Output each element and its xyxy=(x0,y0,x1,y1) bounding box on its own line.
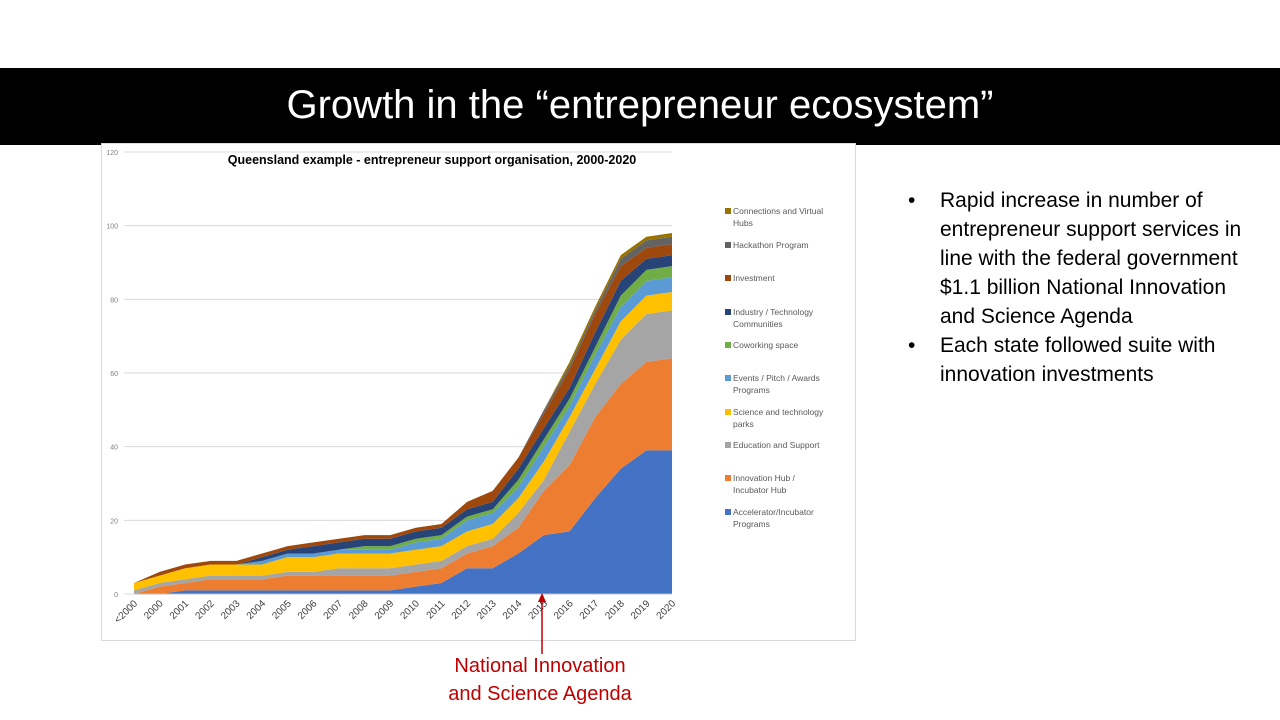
x-tick-label: 2008 xyxy=(347,598,371,622)
legend-swatch xyxy=(725,342,731,348)
legend-label: Science and technology parks xyxy=(733,407,824,429)
x-tick-label: 2005 xyxy=(270,598,294,622)
y-tick-label: 120 xyxy=(106,150,118,157)
legend-label: Connections and Virtual Hubs xyxy=(733,206,823,228)
area-industry-technology-communities xyxy=(134,255,672,583)
legend-label: Events / Pitch / Awards Programs xyxy=(733,373,820,395)
y-tick-label: 20 xyxy=(110,518,118,525)
chart-container: 0 20 40 60 80 100 120 <2000 2000 2001 2002 2003 2004… xyxy=(101,143,856,641)
x-tick-label: 2019 xyxy=(629,598,653,622)
x-tick-label: 2009 xyxy=(373,598,397,622)
area-science-and-technology-parks xyxy=(134,291,672,591)
y-tick-label: 40 xyxy=(110,445,118,452)
legend-swatch xyxy=(725,509,731,515)
legend-label: Investment xyxy=(733,273,775,283)
y-tick-label: 60 xyxy=(110,371,118,378)
legend-swatch xyxy=(725,475,731,481)
x-tick-label: 2013 xyxy=(475,598,499,622)
x-tick-label: 2016 xyxy=(552,598,576,622)
x-tick-label: 2007 xyxy=(322,598,346,622)
annotation-line-2: and Science Agenda xyxy=(448,683,632,705)
nisa-annotation: National Innovation and Science Agenda xyxy=(400,652,680,708)
legend-swatch xyxy=(725,275,731,281)
slide-title: Growth in the “entrepreneur ecosystem” xyxy=(0,68,1280,145)
x-tick-label: 2014 xyxy=(501,598,525,622)
annotation-line-1: National Innovation xyxy=(454,655,626,677)
legend-label: Industry / Technology Communities xyxy=(733,307,814,329)
legend-label: Accelerator/Incubator Programs xyxy=(733,507,814,529)
x-tick-label: 2003 xyxy=(219,598,243,622)
x-tick-label: <2000 xyxy=(112,598,140,626)
legend-swatch xyxy=(725,208,731,214)
x-tick-label: 2011 xyxy=(425,598,448,621)
stacked-area-chart: 0 20 40 60 80 100 120 <2000 2000 2001 2002 2003 2004… xyxy=(106,150,824,626)
area-investment xyxy=(134,244,672,583)
x-tick-label: 2001 xyxy=(168,598,192,622)
legend-swatch xyxy=(725,409,731,415)
bullet-item: Rapid increase in number of entrepreneur… xyxy=(908,186,1248,331)
legend-label: Coworking space xyxy=(733,340,798,350)
x-tick-label: 2010 xyxy=(398,598,422,622)
area-innovation-hub-incubator-hub xyxy=(134,358,672,594)
x-tick-label: 2020 xyxy=(655,598,679,622)
x-tick-label: 2017 xyxy=(578,598,602,622)
y-tick-label: 0 xyxy=(114,592,118,599)
bullet-list: Rapid increase in number of entrepreneur… xyxy=(908,186,1248,389)
legend-swatch xyxy=(725,309,731,315)
legend-swatch xyxy=(725,442,731,448)
x-tick-label: 2012 xyxy=(450,598,474,622)
x-tick-label: 2006 xyxy=(296,598,320,622)
x-tick-label: 2018 xyxy=(603,598,627,622)
x-tick-label: 2000 xyxy=(142,598,166,622)
legend-label: Education and Support xyxy=(733,440,820,450)
arrow-up-icon xyxy=(538,593,546,654)
legend-swatch xyxy=(725,375,731,381)
area-education-and-support xyxy=(134,310,672,594)
legend-label: Hackathon Program xyxy=(733,240,809,250)
legend-swatch xyxy=(725,242,731,248)
legend-label: Innovation Hub / Incubator Hub xyxy=(733,473,796,495)
bullet-item: Each state followed suite with innovatio… xyxy=(908,331,1248,389)
area-accelerator-incubator-programs xyxy=(134,450,672,594)
x-tick-label: 2002 xyxy=(193,598,217,622)
y-tick-label: 80 xyxy=(110,297,118,304)
x-tick-label: 2004 xyxy=(245,598,269,622)
chart-title: Queensland example - entrepreneur suppor… xyxy=(228,153,637,167)
y-tick-label: 100 xyxy=(106,224,118,231)
